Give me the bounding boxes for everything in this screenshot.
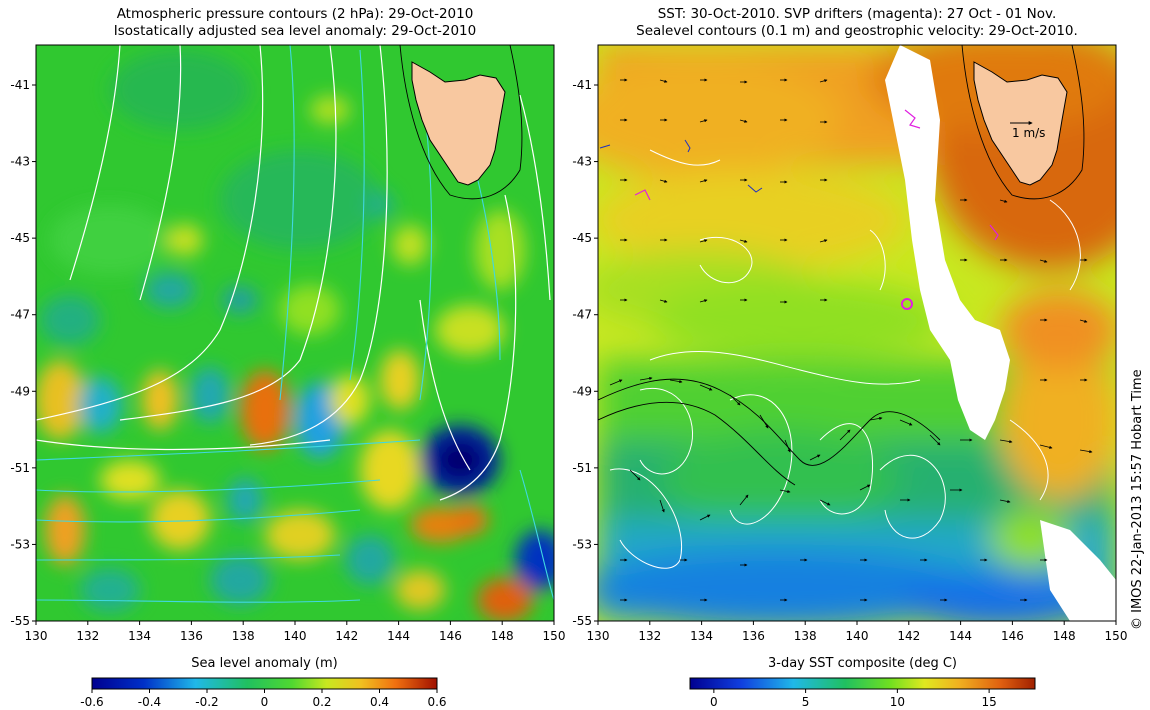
- right-lat-label: -51: [572, 461, 592, 475]
- right-colorbar-label: 3-day SST composite (deg C): [767, 656, 958, 671]
- right-title-line1: SST: 30-Oct-2010. SVP drifters (magenta)…: [657, 6, 1057, 22]
- left-lon-label: 134: [128, 629, 151, 643]
- right-lat-label: -45: [572, 231, 592, 245]
- right-lon-label: 138: [794, 629, 817, 643]
- right-lon-label: 134: [690, 629, 713, 643]
- left-lon-label: 146: [439, 629, 462, 643]
- right-drifter-tracks: [634, 109, 999, 310]
- left-title: Atmospheric pressure contours (2 hPa): 2…: [36, 6, 554, 40]
- left-lon-label: 150: [543, 629, 566, 643]
- left-lat-label: -53: [10, 537, 30, 551]
- right-colorbar-gradient: [689, 677, 1036, 690]
- left-colorbar-tick-label: 0: [261, 695, 269, 709]
- right-colorbar-ticks: 0 5 10 15: [710, 689, 997, 709]
- right-lon-label: 130: [587, 629, 610, 643]
- drifter-position-marker: [901, 298, 913, 310]
- left-colorbar-tick-label: 0.2: [312, 695, 331, 709]
- right-lat-label: -43: [572, 155, 592, 169]
- right-colorbar-tick-label: 10: [890, 695, 905, 709]
- right-lat-label: -49: [572, 384, 592, 398]
- right-lat-label: -55: [572, 614, 592, 628]
- left-lon-label: 144: [387, 629, 410, 643]
- credit-text: © IMOS 22-Jan-2013 15:57 Hobart Time: [1130, 369, 1145, 630]
- right-sealevel-contours: [609, 149, 1081, 569]
- right-colorbar: 0 5 10 15: [689, 677, 1036, 709]
- left-lat-label: -41: [10, 78, 30, 92]
- left-colorbar-gradient: [91, 677, 438, 690]
- left-lat-label: -43: [10, 155, 30, 169]
- right-map-panel: [598, 45, 1116, 621]
- left-lat-label: -49: [10, 384, 30, 398]
- right-title: SST: 30-Oct-2010. SVP drifters (magenta)…: [598, 6, 1116, 40]
- right-lat-label: -41: [572, 78, 592, 92]
- left-lon-label: 130: [25, 629, 48, 643]
- right-no-data-mask: [885, 45, 1010, 440]
- left-axes: 130 132 134 136 138 140 142 144 146 148 150 -41 -43 -…: [10, 78, 565, 643]
- left-colorbar-ticks: -0.6 -0.4 -0.2 0 0.2 0.4 0.6: [80, 689, 447, 709]
- left-lon-label: 148: [491, 629, 514, 643]
- left-lon-label: 140: [284, 629, 307, 643]
- left-tasmania-land: [411, 61, 506, 186]
- right-lon-label: 132: [638, 629, 661, 643]
- right-lon-label: 136: [742, 629, 765, 643]
- left-lat-label: -55: [10, 614, 30, 628]
- right-front-contours: [598, 378, 941, 486]
- left-title-line1: Atmospheric pressure contours (2 hPa): 2…: [116, 6, 474, 22]
- right-lat-label: -47: [572, 308, 592, 322]
- right-lon-label: 142: [897, 629, 920, 643]
- left-colorbar-tick-label: -0.4: [138, 695, 161, 709]
- left-lat-label: -45: [10, 231, 30, 245]
- right-lon-label: 146: [1001, 629, 1024, 643]
- right-lon-label: 140: [846, 629, 869, 643]
- velocity-scale-label: 1 m/s: [1012, 126, 1045, 140]
- right-drifter-tracks-blue: [599, 139, 763, 193]
- left-lon-label: 136: [180, 629, 203, 643]
- right-title-line2: Sealevel contours (0.1 m) and geostrophi…: [636, 23, 1078, 39]
- left-colorbar-tick-label: 0.4: [370, 695, 389, 709]
- left-colorbar-tick-label: -0.6: [80, 695, 103, 709]
- right-lon-label: 148: [1053, 629, 1076, 643]
- left-colorbar-tick-label: 0.6: [427, 695, 446, 709]
- left-lat-label: -47: [10, 308, 30, 322]
- left-colorbar-label: Sea level anomaly (m): [191, 656, 338, 671]
- right-axes: 130 132 134 136 138 140 142 144 146 148 150 -41 -43 -…: [572, 78, 1127, 643]
- left-sla-field: [36, 50, 554, 621]
- left-lon-label: 142: [335, 629, 358, 643]
- right-lat-label: -53: [572, 537, 592, 551]
- left-colorbar: -0.6 -0.4 -0.2 0 0.2 0.4 0.6: [80, 677, 447, 709]
- left-colorbar-tick-label: -0.2: [195, 695, 218, 709]
- left-map-panel: [36, 45, 554, 621]
- right-colorbar-tick-label: 5: [802, 695, 810, 709]
- left-lon-label: 138: [232, 629, 255, 643]
- left-title-line2: Isostatically adjusted sea level anomaly…: [113, 23, 477, 39]
- right-lon-label: 150: [1105, 629, 1128, 643]
- right-colorbar-tick-label: 15: [981, 695, 996, 709]
- right-lon-label: 144: [949, 629, 972, 643]
- left-lat-label: -51: [10, 461, 30, 475]
- right-velocity-vectors: [609, 78, 1093, 602]
- right-colorbar-tick-label: 0: [710, 695, 718, 709]
- left-lon-label: 132: [76, 629, 99, 643]
- left-pressure-contours: [36, 45, 551, 501]
